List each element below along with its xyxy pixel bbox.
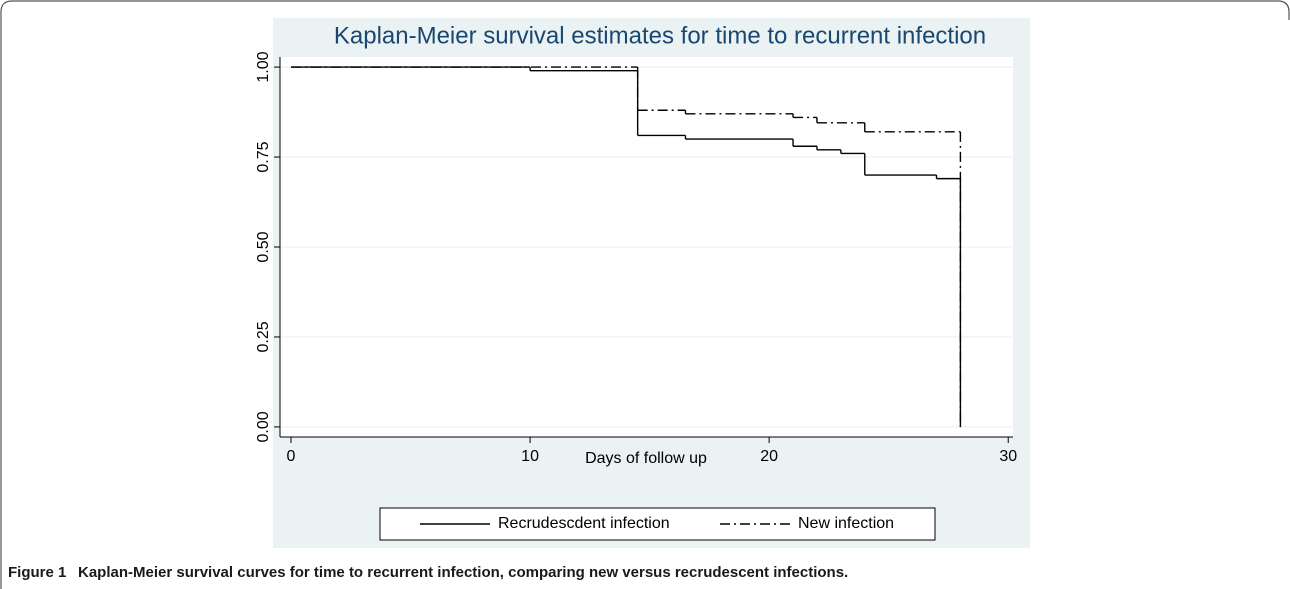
y-tick-label: 0.75 bbox=[255, 141, 272, 172]
caption-text: Kaplan-Meier survival curves for time to… bbox=[78, 564, 848, 581]
y-tick-label: 0.50 bbox=[255, 231, 272, 262]
y-tick-label: 0.25 bbox=[255, 321, 272, 352]
legend-label: New infection bbox=[798, 515, 894, 532]
x-tick-label: 20 bbox=[760, 448, 778, 465]
x-tick-label: 30 bbox=[999, 448, 1017, 465]
x-axis-label: Days of follow up bbox=[585, 450, 707, 467]
chart-title: Kaplan-Meier survival estimates for time… bbox=[334, 22, 986, 49]
y-tick-label: 0.00 bbox=[255, 411, 272, 442]
caption-label: Figure 1 bbox=[8, 564, 66, 581]
legend-label: Recrudescdent infection bbox=[498, 515, 670, 532]
y-tick-label: 1.00 bbox=[255, 51, 272, 82]
x-tick-label: 10 bbox=[521, 448, 539, 465]
x-tick-label: 0 bbox=[287, 448, 296, 465]
legend bbox=[379, 507, 936, 541]
